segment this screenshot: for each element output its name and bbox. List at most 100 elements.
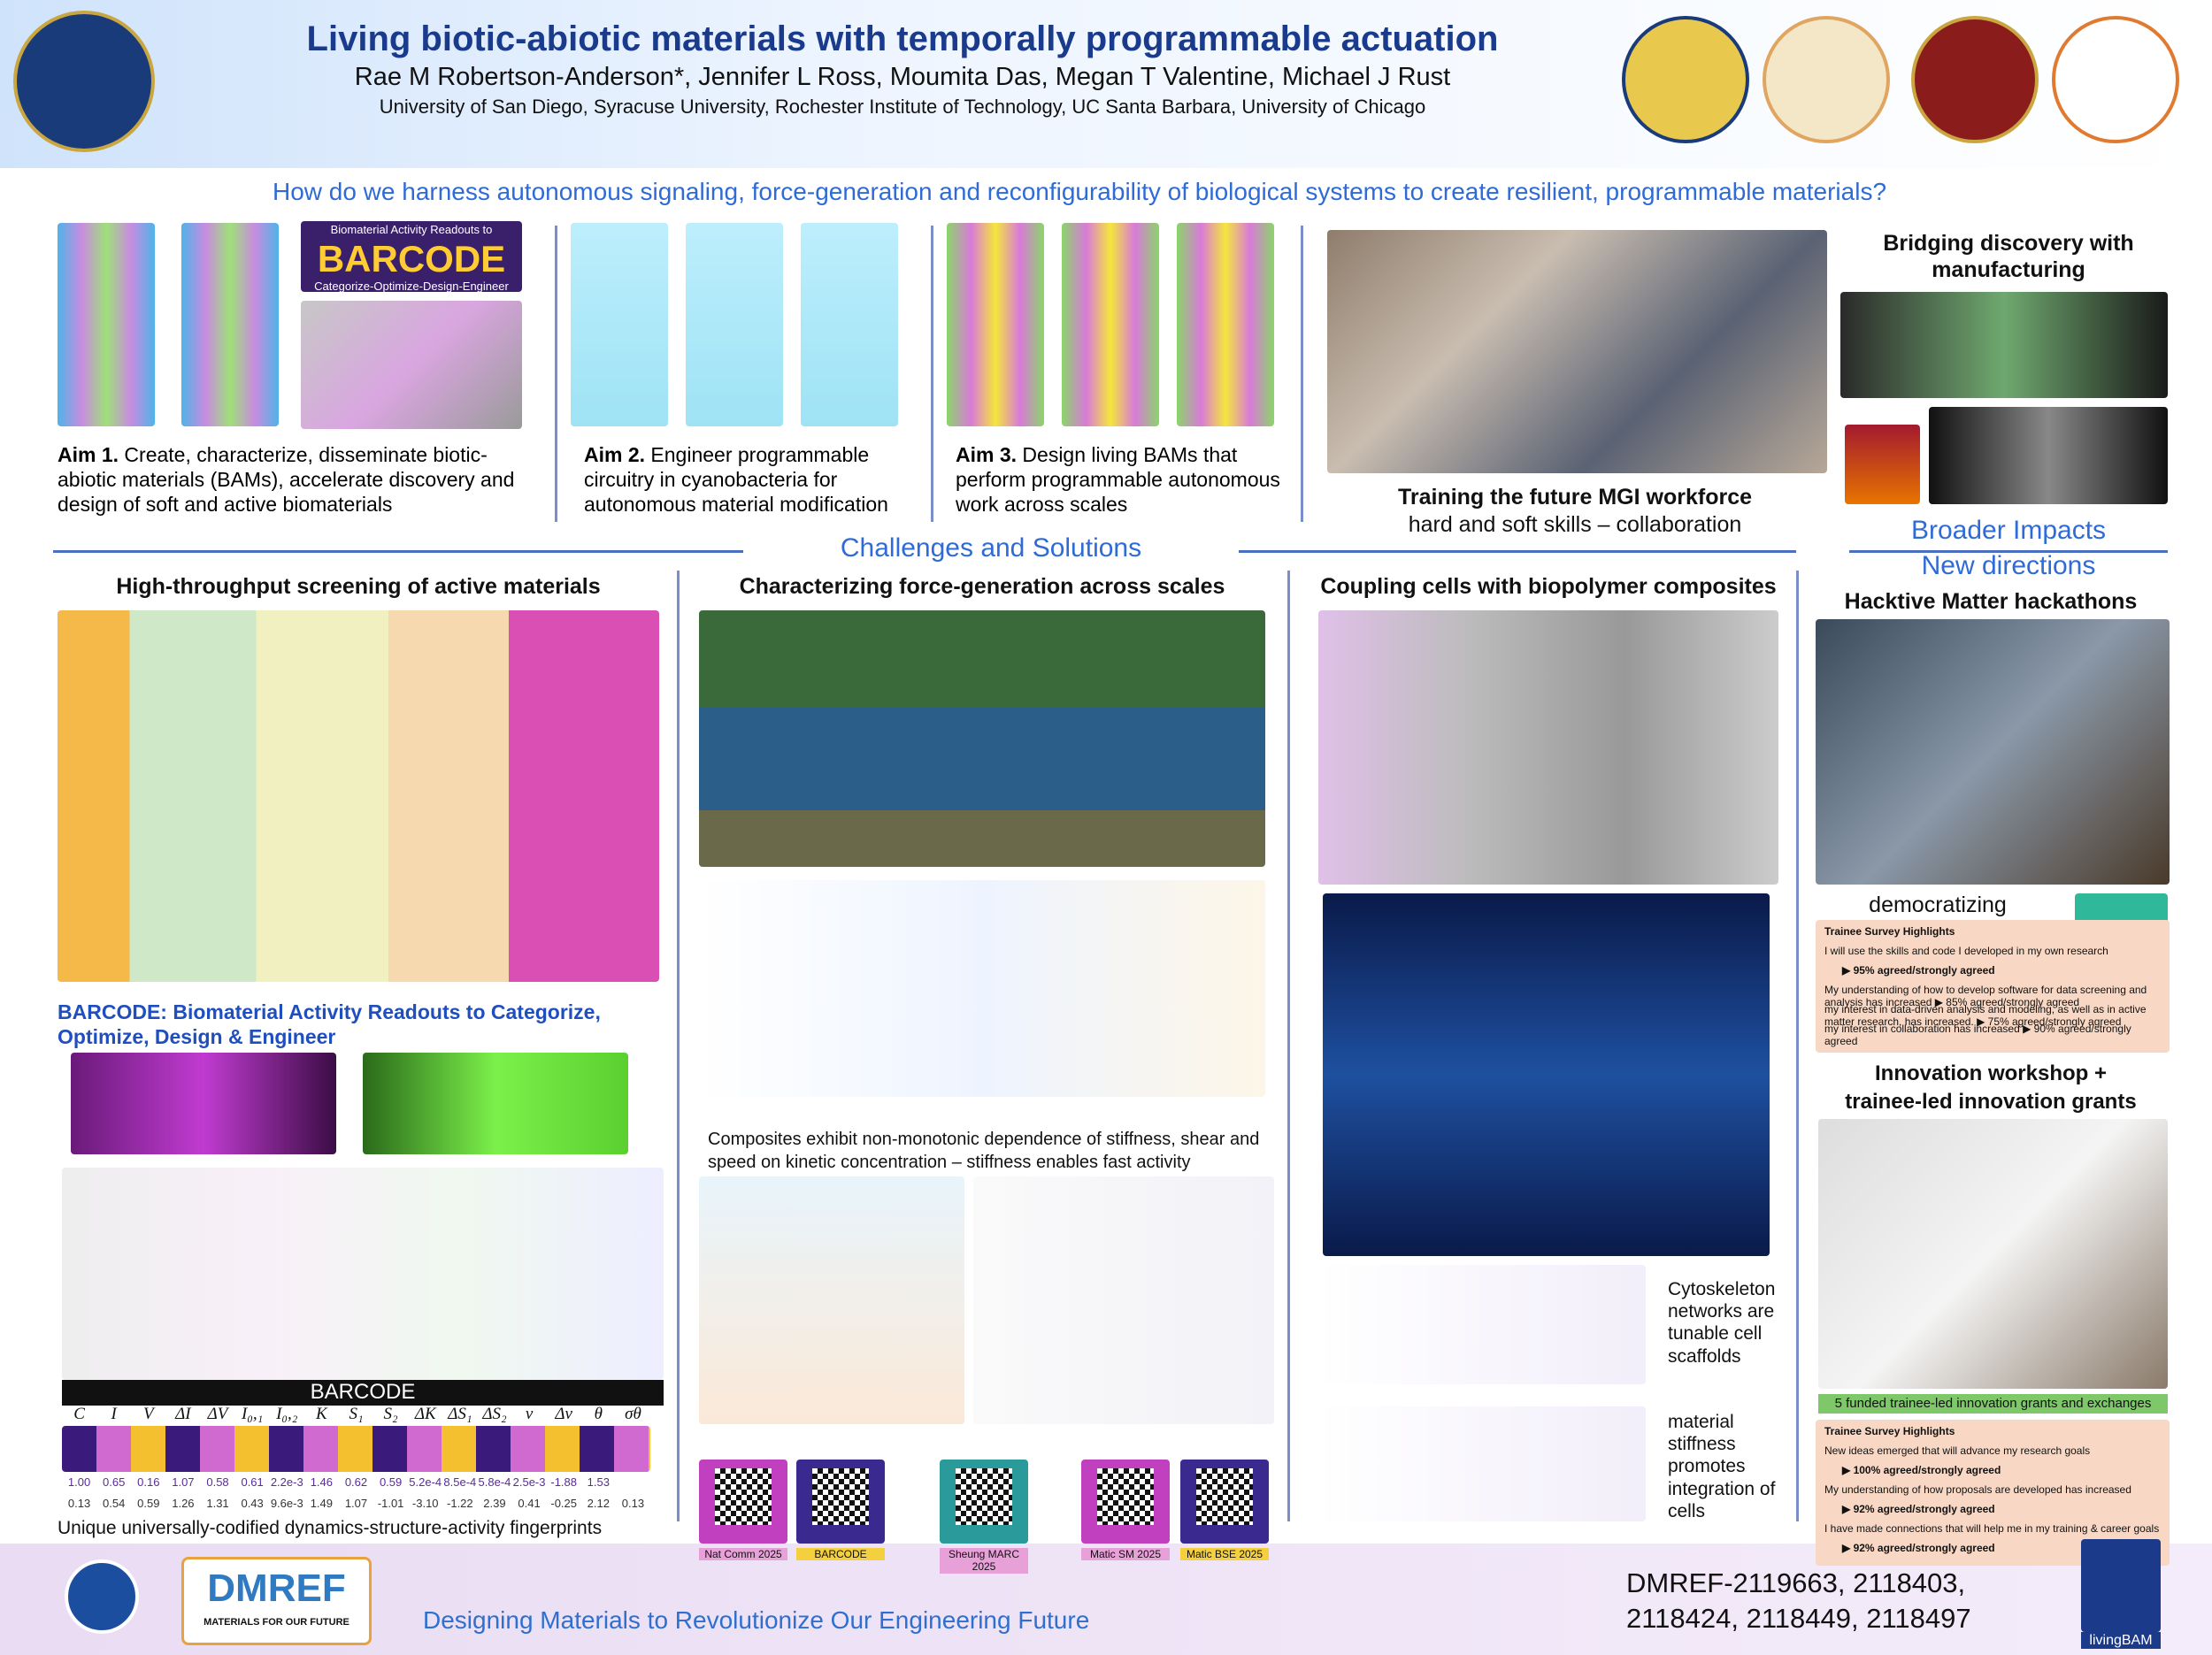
section-title: Challenges and Solutions [743, 533, 1239, 564]
table-cell: 0.59 [379, 1475, 403, 1489]
table-cell: 5.2e-4 [409, 1475, 442, 1489]
survey-line: Trainee Survey Highlights [1824, 1425, 1955, 1437]
aim-figure [947, 223, 1044, 426]
video-frames [363, 1053, 628, 1154]
table-cell: 0.59 [137, 1497, 160, 1510]
table-cell: 0.13 [621, 1497, 645, 1510]
workshop-figure [1818, 1119, 2168, 1389]
barcode-stripes [62, 1426, 650, 1472]
survey-box [1816, 920, 2170, 1053]
divider [1287, 571, 1290, 1521]
column-title: Coupling cells with biopolymer composite… [1320, 574, 1777, 599]
table-cell: -0.25 [550, 1497, 578, 1510]
table-cell: 0.16 [137, 1475, 160, 1489]
qr-inner [715, 1468, 772, 1525]
table-cell: 1.07 [172, 1475, 195, 1489]
table-header: S₂ [383, 1405, 398, 1423]
table-cell: 1.53 [587, 1475, 610, 1489]
bridging-figure [1929, 407, 2168, 504]
barcode-logo-word: BARCODE [317, 238, 506, 280]
barcode-heading-line: Optimize, Design & Engineer [58, 1025, 336, 1049]
aim-body: Engineer programmable circuitry in cyano… [584, 443, 888, 517]
aim-figure [301, 301, 522, 429]
cell-network-figure [1318, 610, 1778, 885]
qr-inner [956, 1468, 1012, 1525]
divider [1301, 226, 1303, 522]
table-cell: 1.07 [344, 1497, 368, 1510]
table-header: θ [594, 1405, 603, 1423]
aim-figure [686, 223, 783, 426]
survey-line: ▶ 100% agreed/strongly agreed [1842, 1464, 2001, 1476]
aim-text: Aim 2. Engineer programmable circuitry i… [584, 442, 911, 517]
qr-inner [812, 1468, 869, 1525]
table-cell: 8.5e-4 [443, 1475, 477, 1489]
barcode-heading-line: BARCODE: Biomaterial Activity Readouts t… [58, 1000, 601, 1023]
table-cell: -3.10 [411, 1497, 439, 1510]
dmref-sub: MATERIALS FOR OUR FUTURE [204, 1617, 349, 1628]
barcode-heading: BARCODE: Biomaterial Activity Readouts t… [58, 1000, 668, 1049]
table-cell: 1.26 [172, 1497, 195, 1510]
training-subtitle: hard and soft skills – collaboration [1408, 512, 1742, 537]
table-cell: 1.00 [67, 1475, 91, 1489]
table-cell: 0.65 [103, 1475, 126, 1489]
research-question: How do we harness autonomous signaling, … [272, 178, 1887, 205]
qr-label: BARCODE [796, 1548, 885, 1561]
aim-figure [801, 223, 898, 426]
university-logos [1845, 425, 1920, 504]
innovation-title: trainee-led innovation grants [1845, 1090, 2137, 1114]
aim-label: Aim 2. [584, 443, 646, 466]
grants-banner: 5 funded trainee-led innovation grants a… [1818, 1394, 2168, 1414]
survey-line: My understanding of how proposals are de… [1824, 1483, 2131, 1496]
qr-label: Matic SM 2025 [1081, 1548, 1170, 1561]
table-header: I₀,₁ [241, 1405, 264, 1423]
table-cell: 1.49 [310, 1497, 334, 1510]
table-cell: 0.41 [518, 1497, 541, 1510]
divider [1796, 571, 1799, 1521]
hackathon-photo [1816, 619, 2170, 885]
dmref-logo: DMREF [207, 1567, 346, 1610]
qr-label: Sheung MARC 2025 [940, 1548, 1028, 1574]
section-title: New directions [1921, 551, 2096, 580]
strain-plot [699, 1176, 964, 1424]
table-header: I₀,₂ [276, 1405, 298, 1423]
survey-line: I have made connections that will help m… [1824, 1522, 2160, 1535]
authors: Rae M Robertson-Anderson*, Jennifer L Ro… [354, 63, 1451, 91]
force-figure [699, 610, 1265, 867]
grant-numbers: DMREF-2119663, 2118403, 2118424, 2118449… [1626, 1567, 1971, 1635]
innovation-title: Innovation workshop + [1874, 1061, 2108, 1085]
colocalization-plot [1318, 1265, 1646, 1384]
table-header: ΔS₂ [482, 1405, 507, 1423]
table-cell: 0.58 [206, 1475, 229, 1489]
training-title: Training the future MGI workforce [1397, 485, 1753, 510]
table-header: σθ [625, 1405, 641, 1423]
composite-caption: Composites exhibit non-monotonic depende… [708, 1130, 1260, 1172]
logo [1622, 16, 1749, 143]
table-cell: 2.12 [587, 1497, 610, 1510]
survey-line: ▶ 95% agreed/strongly agreed [1842, 964, 1995, 977]
survey-line: my interest in data-driven analysis and … [1824, 1003, 2147, 1029]
table-header: ΔK [414, 1405, 436, 1423]
logo [2052, 16, 2179, 143]
colocalization-plot [1318, 1406, 1646, 1521]
barcode-logo-bottom: Categorize-Optimize-Design-Engineer [314, 280, 509, 293]
aim-text: Aim 3. Design living BAMs that perform p… [956, 442, 1283, 517]
aim-label: Aim 1. [58, 443, 119, 466]
barcode-logo-top: Biomaterial Activity Readouts to [330, 223, 493, 236]
table-cell: 1.46 [310, 1475, 334, 1489]
table-header: ΔV [207, 1405, 228, 1423]
table-cell: 0.43 [241, 1497, 264, 1510]
divider [555, 226, 557, 522]
table-cell: 9.6e-3 [270, 1497, 303, 1510]
table-cell: 0.61 [241, 1475, 264, 1489]
qr-label: Nat Comm 2025 [699, 1548, 787, 1561]
rheology-plots [699, 880, 1265, 1097]
bridging-title: Bridging discovery with manufacturing [1883, 231, 2134, 282]
screening-figure [58, 610, 659, 982]
logo [13, 11, 155, 152]
survey-line: Trainee Survey Highlights [1824, 925, 1955, 938]
aim-label: Aim 3. [956, 443, 1018, 466]
table-header: V [142, 1405, 154, 1423]
barcode-logo-bg [301, 221, 522, 292]
aim-figure [1177, 223, 1274, 426]
